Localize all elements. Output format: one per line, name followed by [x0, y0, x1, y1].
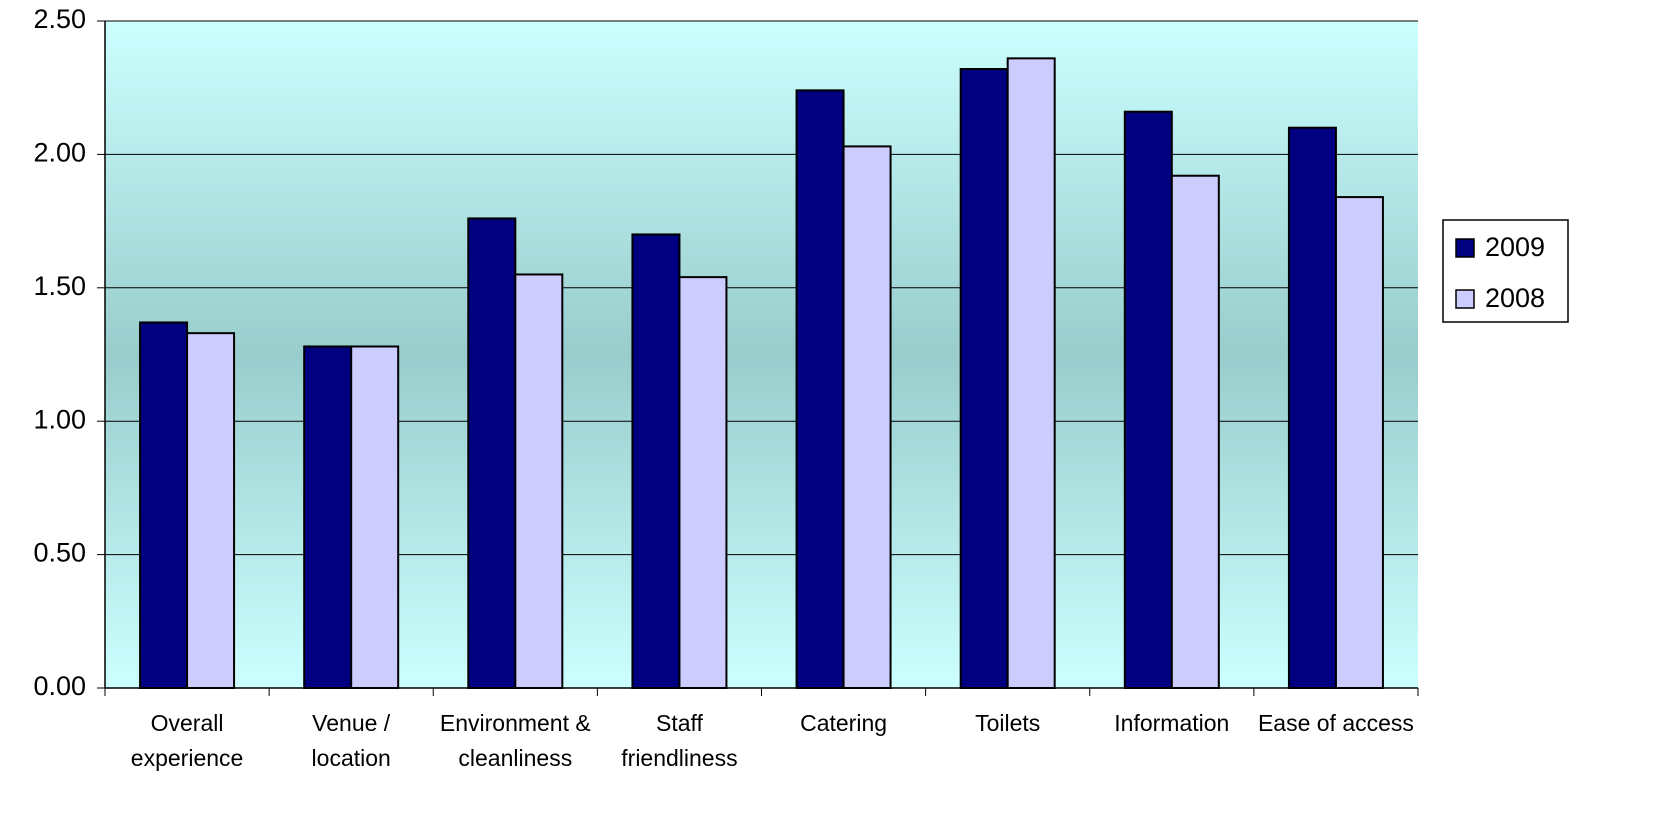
- bar: [842, 145, 892, 689]
- y-tick-label: 0.00: [33, 671, 86, 701]
- y-tick-label: 1.50: [33, 271, 86, 301]
- x-tick-label: Overall experience: [130, 710, 244, 771]
- y-tick-label: 0.50: [33, 538, 86, 568]
- x-tick-label: Environment & cleanliness: [439, 710, 591, 771]
- bar: [350, 345, 400, 689]
- bar: [1006, 57, 1056, 690]
- bar: [678, 276, 728, 689]
- x-tick-label: Staff friendliness: [621, 710, 738, 771]
- bar: [303, 345, 353, 689]
- bar: [467, 217, 517, 689]
- legend-swatch: [1455, 289, 1475, 309]
- plot-area: [105, 21, 1418, 688]
- legend-swatch: [1455, 238, 1475, 258]
- bar: [1123, 110, 1173, 690]
- bar: [514, 273, 564, 689]
- x-tick-label: Toilets: [975, 710, 1041, 736]
- bar: [959, 68, 1009, 690]
- x-tick-label: Catering: [800, 710, 888, 736]
- bar: [631, 233, 681, 689]
- legend-label: 2008: [1485, 283, 1545, 313]
- y-tick-label: 2.00: [33, 138, 86, 168]
- x-tick-label: Ease of access: [1257, 710, 1414, 736]
- bar: [1334, 196, 1384, 689]
- x-tick-label: Venue / location: [311, 710, 391, 771]
- x-tick-label: Information: [1114, 710, 1230, 736]
- bar: [795, 89, 845, 690]
- y-tick-label: 2.50: [33, 4, 86, 34]
- legend-label: 2009: [1485, 232, 1545, 262]
- bar: [139, 321, 189, 689]
- bar: [1287, 126, 1337, 690]
- bar: [1170, 174, 1220, 689]
- y-tick-label: 1.00: [33, 404, 86, 434]
- bar: [186, 332, 236, 689]
